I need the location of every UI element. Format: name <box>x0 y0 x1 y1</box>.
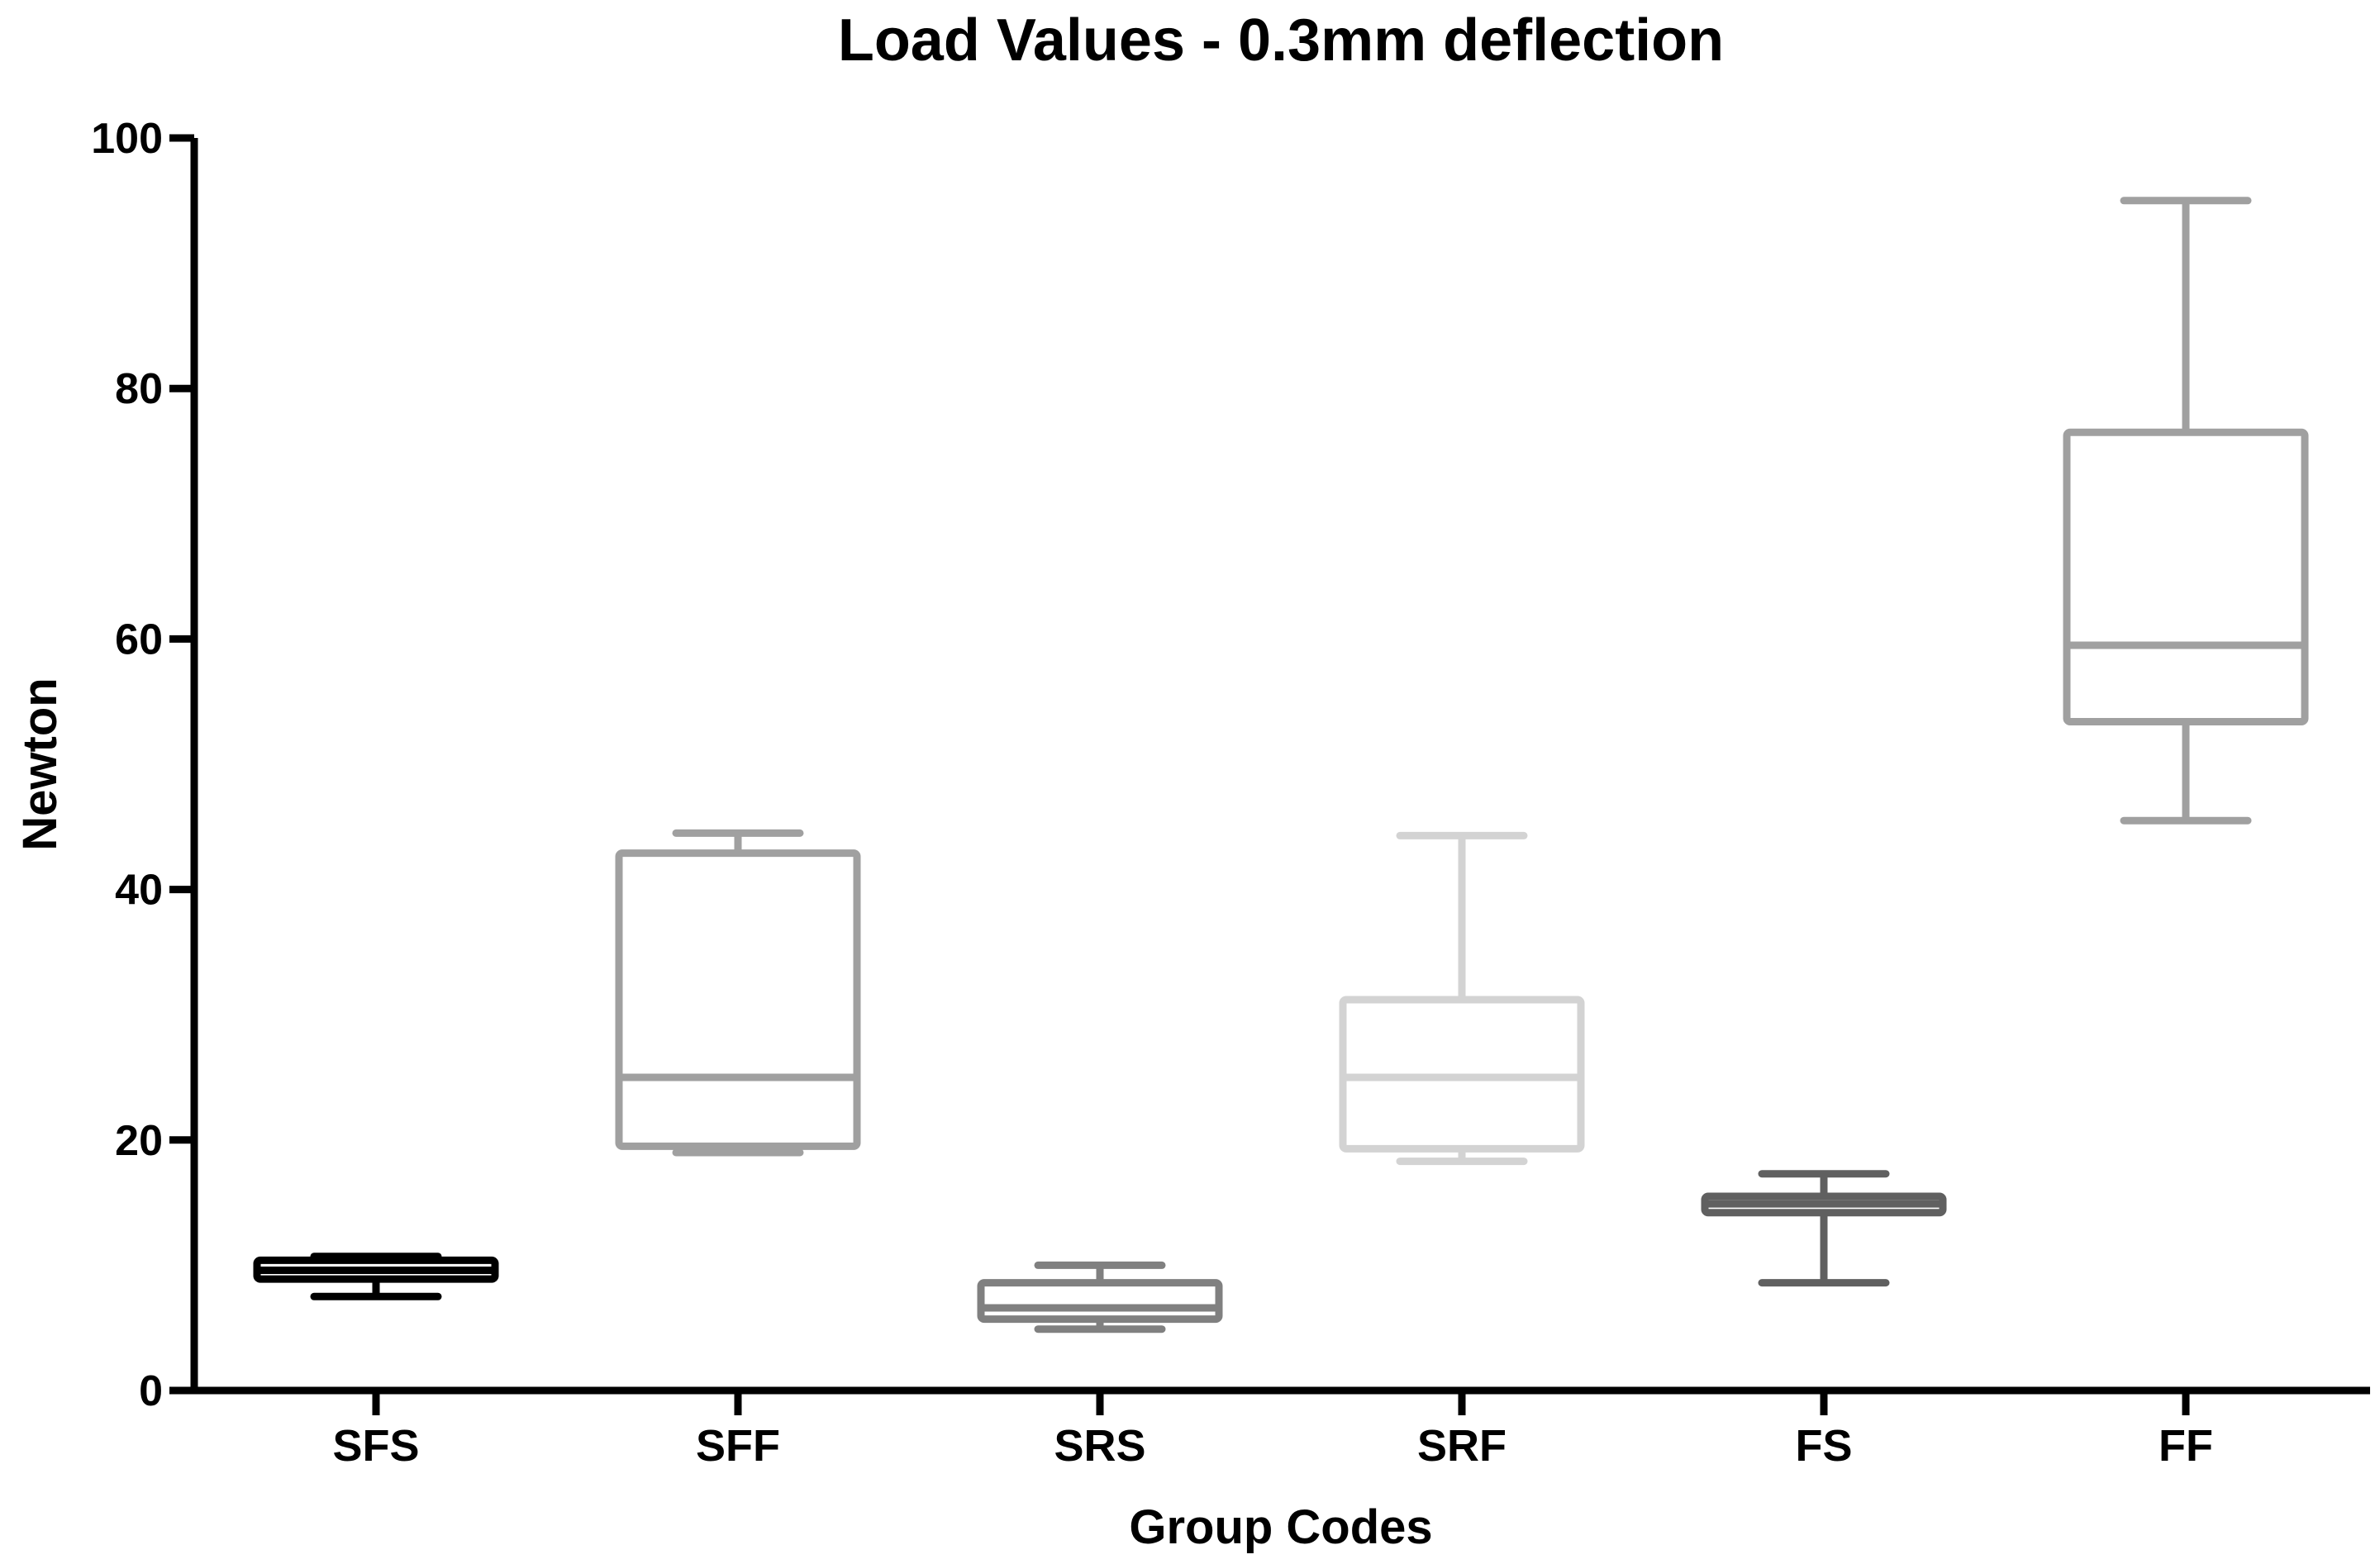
interquartile-box <box>615 849 861 1150</box>
y-tick-label: 60 <box>115 616 163 663</box>
x-axis-label: Group Codes <box>1129 1500 1432 1554</box>
x-tick-label: SFS <box>332 1421 419 1471</box>
y-axis-label: Newton <box>13 677 67 850</box>
x-tick-label: FS <box>1795 1421 1852 1471</box>
y-tick-label: 40 <box>115 867 163 915</box>
box-fs <box>1701 1170 1947 1287</box>
y-axis-ticks: 0 20 40 60 80 100 <box>91 115 194 1415</box>
x-tick-label: SRS <box>1054 1421 1145 1471</box>
x-tick-label: FF <box>2159 1421 2213 1471</box>
y-tick-label: 80 <box>115 365 163 413</box>
box-series <box>253 197 2309 1333</box>
box-srs <box>977 1261 1223 1333</box>
y-tick-label: 20 <box>115 1117 163 1165</box>
x-tick-label: SFF <box>696 1421 780 1471</box>
box-sff <box>615 829 861 1157</box>
interquartile-box <box>2063 428 2309 725</box>
y-tick-label: 0 <box>139 1367 163 1415</box>
chart-title: Load Values - 0.3mm deflection <box>838 7 1724 74</box>
interquartile-box <box>977 1279 1223 1324</box>
box-ff <box>2063 197 2309 825</box>
box-sfs <box>253 1253 499 1300</box>
box-srf <box>1339 831 1585 1166</box>
x-tick-label: SRF <box>1417 1421 1507 1471</box>
x-axis-ticks: SFS SFF SRS SRF FS FF <box>332 1390 2213 1471</box>
y-tick-label: 100 <box>91 115 163 163</box>
